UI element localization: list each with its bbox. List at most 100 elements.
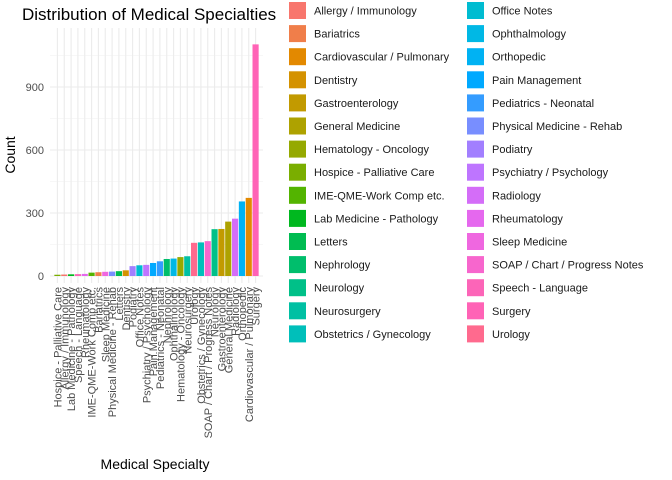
legend-key	[467, 186, 484, 204]
bar	[245, 197, 252, 276]
x-tick-label: Orthopedic	[237, 287, 249, 341]
x-tick-label: Cardiovascular / Pulmonary	[244, 287, 256, 423]
legend-key	[467, 302, 484, 320]
bar	[184, 256, 191, 276]
x-tick-label: Office Notes	[134, 287, 146, 348]
bar	[61, 274, 68, 276]
x-tick-label: Pediatrics - Neonatal	[155, 287, 167, 389]
legend-key	[467, 325, 484, 343]
bar	[74, 274, 81, 276]
bar	[252, 44, 259, 277]
legend-label: Lab Medicine - Pathology	[314, 213, 439, 225]
bar	[122, 270, 129, 276]
legend-key	[289, 209, 306, 227]
x-tick-label: Dentistry	[121, 287, 133, 331]
legend-label: IME-QME-Work Comp etc.	[314, 190, 445, 202]
bar	[81, 273, 88, 276]
x-tick-label: Pain Management	[148, 287, 160, 376]
x-tick-label: Rheumatology	[80, 287, 92, 358]
y-axis-title: Count	[2, 136, 18, 173]
legend: Allergy / Immunology Bariatrics Cardiovasc…	[289, 2, 644, 343]
x-tick-label: IME-QME-Work Comp etc.	[87, 287, 99, 418]
legend-key	[289, 302, 306, 320]
x-tick-label: Speech - Language	[73, 287, 85, 383]
y-tick-label: 300	[26, 208, 44, 220]
x-tick-label: Podiatry	[128, 287, 140, 328]
x-tick-label: Lab Medicine - Pathology	[66, 287, 78, 412]
x-tick-label: Gastroenterology	[216, 287, 228, 372]
legend-label: Office Notes	[492, 6, 553, 18]
bar	[211, 229, 218, 276]
legend-key	[467, 117, 484, 135]
legend-key	[289, 48, 306, 66]
legend-label: Hematology - Oncology	[314, 144, 429, 156]
legend-key	[467, 25, 484, 43]
x-tick-label: Radiology	[230, 287, 242, 336]
bar	[68, 274, 75, 276]
bar	[88, 272, 95, 276]
bar	[54, 274, 61, 276]
legend-label: Hospice - Palliative Care	[314, 167, 434, 179]
bar	[150, 262, 157, 276]
x-axis-title: Medical Specialty	[101, 456, 210, 472]
legend-key	[289, 94, 306, 112]
legend-key	[467, 209, 484, 227]
legend-key	[467, 140, 484, 158]
legend-label: Neurology	[314, 283, 365, 295]
bar	[191, 242, 198, 276]
legend-label: Nephrology	[314, 260, 371, 272]
legend-label: Pain Management	[492, 75, 581, 87]
chart-title: Distribution of Medical Specialties	[22, 5, 276, 24]
legend-label: Pediatrics - Neonatal	[492, 98, 594, 110]
legend-label: Surgery	[492, 306, 531, 318]
legend-key	[289, 325, 306, 343]
x-tick-label: Neurosurgery	[182, 287, 194, 354]
legend-label: Allergy / Immunology	[314, 6, 417, 18]
legend-key	[467, 233, 484, 250]
legend-key	[289, 2, 306, 19]
x-tick-label: Obstetrics / Gynecology	[196, 287, 208, 404]
bar	[95, 272, 102, 276]
bar	[218, 228, 225, 276]
legend-label: Bariatrics	[314, 29, 360, 41]
x-tick-label: Bariatrics	[93, 287, 105, 333]
x-tick-label: Ophthalmology	[169, 287, 181, 361]
y-tick-label: 0	[38, 271, 44, 283]
legend-key	[467, 94, 484, 112]
legend-label: Gastroenterology	[314, 98, 399, 110]
x-tick-label: Surgery	[251, 287, 263, 326]
bar	[232, 218, 239, 276]
legend-label: Podiatry	[492, 144, 533, 156]
x-tick-label: Urology	[189, 287, 201, 325]
legend-key	[289, 117, 306, 135]
y-tick-label: 600	[26, 145, 44, 157]
legend-key	[467, 2, 484, 19]
legend-label: Neurosurgery	[314, 306, 381, 318]
legend-label: Cardiovascular / Pulmonary	[314, 52, 450, 64]
legend-key	[467, 48, 484, 66]
bar	[102, 271, 109, 276]
legend-label: Rheumatology	[492, 213, 563, 225]
legend-label: General Medicine	[314, 121, 400, 133]
y-axis: 0 300 600 900	[26, 82, 44, 283]
bar	[170, 258, 177, 276]
legend-label: SOAP / Chart / Progress Notes	[492, 260, 644, 272]
x-tick-label: Psychiatry / Psychology	[141, 287, 153, 404]
legend-label: Speech - Language	[492, 283, 588, 295]
bars-layer	[54, 44, 259, 277]
x-tick-label: Allergy / Immunology	[59, 287, 71, 390]
y-tick-label: 900	[26, 82, 44, 94]
legend-label: Sleep Medicine	[492, 237, 567, 249]
legend-label: Dentistry	[314, 75, 358, 87]
legend-label: Psychiatry / Psychology	[492, 167, 609, 179]
x-tick-label: SOAP / Chart / Progress Notes	[203, 287, 215, 439]
bar	[143, 264, 150, 276]
x-tick-label: Physical Medicine - Rehab	[107, 287, 119, 417]
legend-label: Urology	[492, 329, 530, 341]
bar	[156, 261, 163, 276]
bar	[238, 201, 245, 276]
legend-key	[289, 279, 306, 297]
legend-label: Radiology	[492, 190, 541, 202]
bar	[225, 221, 232, 276]
